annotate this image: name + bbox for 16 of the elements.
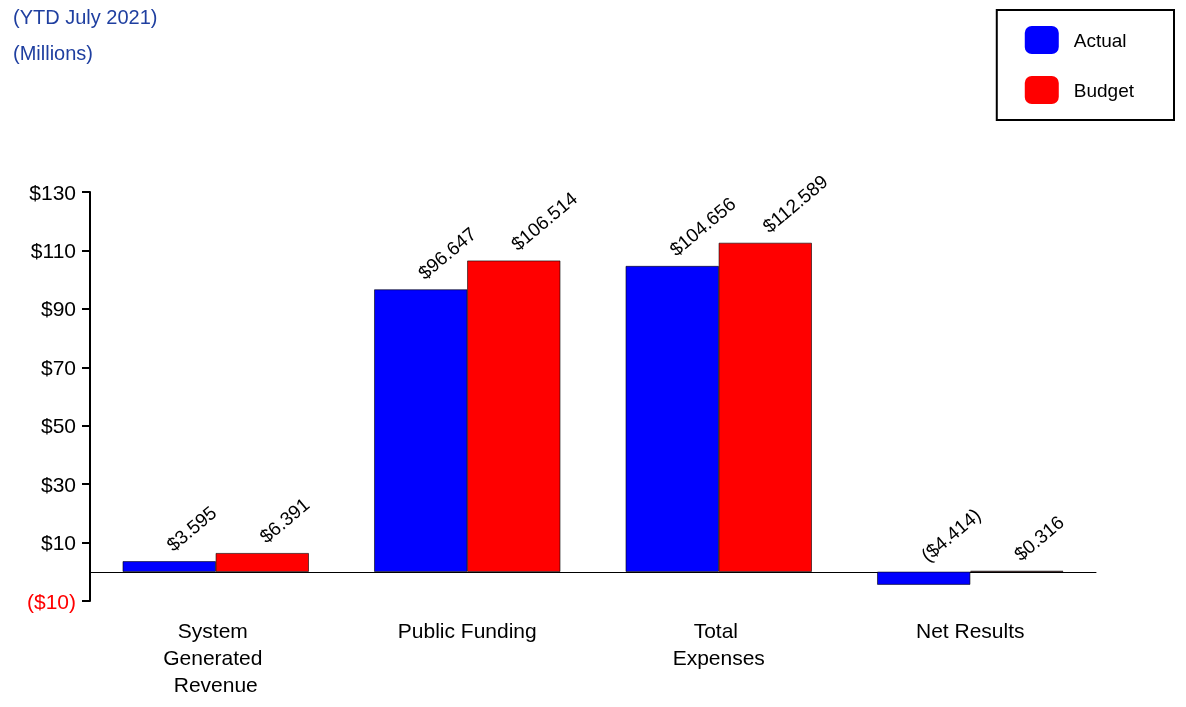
y-tick-label: $130 (29, 180, 76, 204)
y-tick-label: $110 (30, 238, 76, 262)
chart-title: (YTD July 2021) (13, 6, 158, 28)
y-tick-label: $30 (40, 472, 76, 496)
x-tick-label: Net Results (915, 619, 1025, 642)
y-tick-label: $50 (40, 414, 76, 438)
y-tick-label: $70 (40, 355, 76, 379)
x-tick-label: System Generated Revenue (163, 619, 269, 696)
legend-label: Actual (1073, 29, 1127, 51)
x-tick-label: Total Expenses (672, 619, 765, 669)
chart-subtitle: (Millions) (13, 42, 93, 64)
legend-label: Budget (1073, 79, 1135, 101)
y-tick-label: ($10) (26, 589, 76, 613)
y-tick-label: $10 (40, 531, 76, 555)
y-tick-label: $90 (40, 297, 76, 321)
x-tick-label: Public Funding (397, 619, 537, 642)
